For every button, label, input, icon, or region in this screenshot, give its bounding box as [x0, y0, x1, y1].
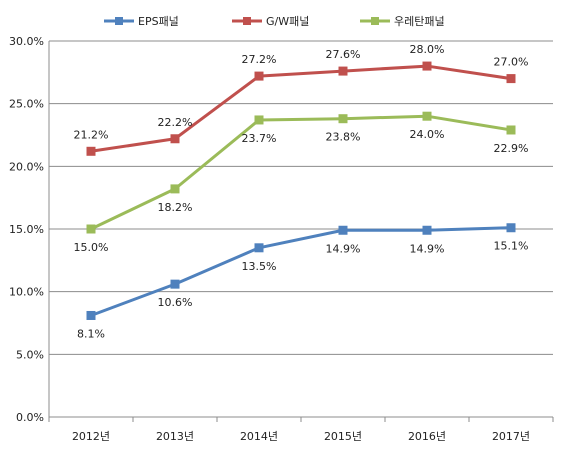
- x-tick-label: 2012년: [72, 430, 110, 443]
- data-point: [86, 310, 96, 320]
- y-tick-label: 10.0%: [9, 286, 44, 299]
- x-tick-label: 2015년: [324, 430, 362, 443]
- series-line: [89, 226, 513, 317]
- legend-label: G/W패널: [266, 15, 309, 28]
- data-label: 21.2%: [74, 128, 109, 141]
- y-tick-label: 30.0%: [9, 35, 44, 48]
- data-label: 22.9%: [494, 142, 529, 155]
- legend-label: EPS패널: [138, 15, 179, 28]
- data-labels: 8.1% 10.6% 13.5% 14.9% 14.9% 15.1% 21.2% 22.2% 2…: [74, 43, 529, 340]
- legend-marker: [115, 17, 123, 25]
- data-point: [422, 61, 432, 71]
- data-point: [506, 74, 516, 84]
- data-label: 22.2%: [158, 116, 193, 129]
- data-label: 18.2%: [158, 201, 193, 214]
- data-label: 23.7%: [242, 132, 277, 145]
- data-label: 15.1%: [494, 240, 529, 253]
- data-point: [170, 279, 180, 289]
- gridlines: [49, 40, 553, 418]
- data-point: [506, 223, 516, 233]
- data-point: [254, 243, 264, 253]
- data-label: 14.9%: [410, 242, 445, 255]
- data-label: 23.8%: [326, 131, 361, 144]
- axes: 0.0% 5.0% 10.0% 15.0% 20.0% 25.0% 30.0% 2012년 20…: [9, 35, 554, 443]
- legend: EPS패널 G/W패널 우레탄패널: [104, 15, 445, 28]
- data-point: [422, 225, 432, 235]
- data-point: [338, 225, 348, 235]
- data-point: [170, 134, 180, 144]
- data-label: 14.9%: [326, 242, 361, 255]
- y-tick-label: 15.0%: [9, 223, 44, 236]
- data-label: 10.6%: [158, 296, 193, 309]
- data-label: 28.0%: [410, 43, 445, 56]
- series-line: [89, 114, 513, 231]
- x-tick-label: 2017년: [492, 430, 530, 443]
- data-label: 24.0%: [410, 128, 445, 141]
- data-point: [506, 125, 516, 135]
- x-tick-label: 2016년: [408, 430, 446, 443]
- data-label: 27.6%: [326, 48, 361, 61]
- legend-label: 우레탄패널: [394, 15, 445, 28]
- data-point: [86, 146, 96, 156]
- legend-marker: [371, 17, 379, 25]
- legend-marker: [243, 17, 251, 25]
- data-point: [422, 111, 432, 121]
- x-tick-label: 2014년: [240, 430, 278, 443]
- data-label: 15.0%: [74, 241, 109, 254]
- data-label: 27.0%: [494, 56, 529, 69]
- data-label: 8.1%: [77, 327, 105, 340]
- y-tick-label: 20.0%: [9, 160, 44, 173]
- x-tick-label: 2013년: [156, 430, 194, 443]
- data-label: 27.2%: [242, 53, 277, 66]
- data-point: [338, 114, 348, 124]
- data-point: [254, 115, 264, 125]
- y-tick-label: 5.0%: [16, 348, 44, 361]
- data-point: [338, 66, 348, 76]
- data-point: [254, 71, 264, 81]
- y-tick-label: 0.0%: [16, 411, 44, 424]
- data-point: [86, 224, 96, 234]
- series-line: [89, 64, 513, 153]
- data-label: 13.5%: [242, 260, 277, 273]
- y-tick-label: 25.0%: [9, 98, 44, 111]
- data-point: [170, 184, 180, 194]
- series: [86, 61, 516, 320]
